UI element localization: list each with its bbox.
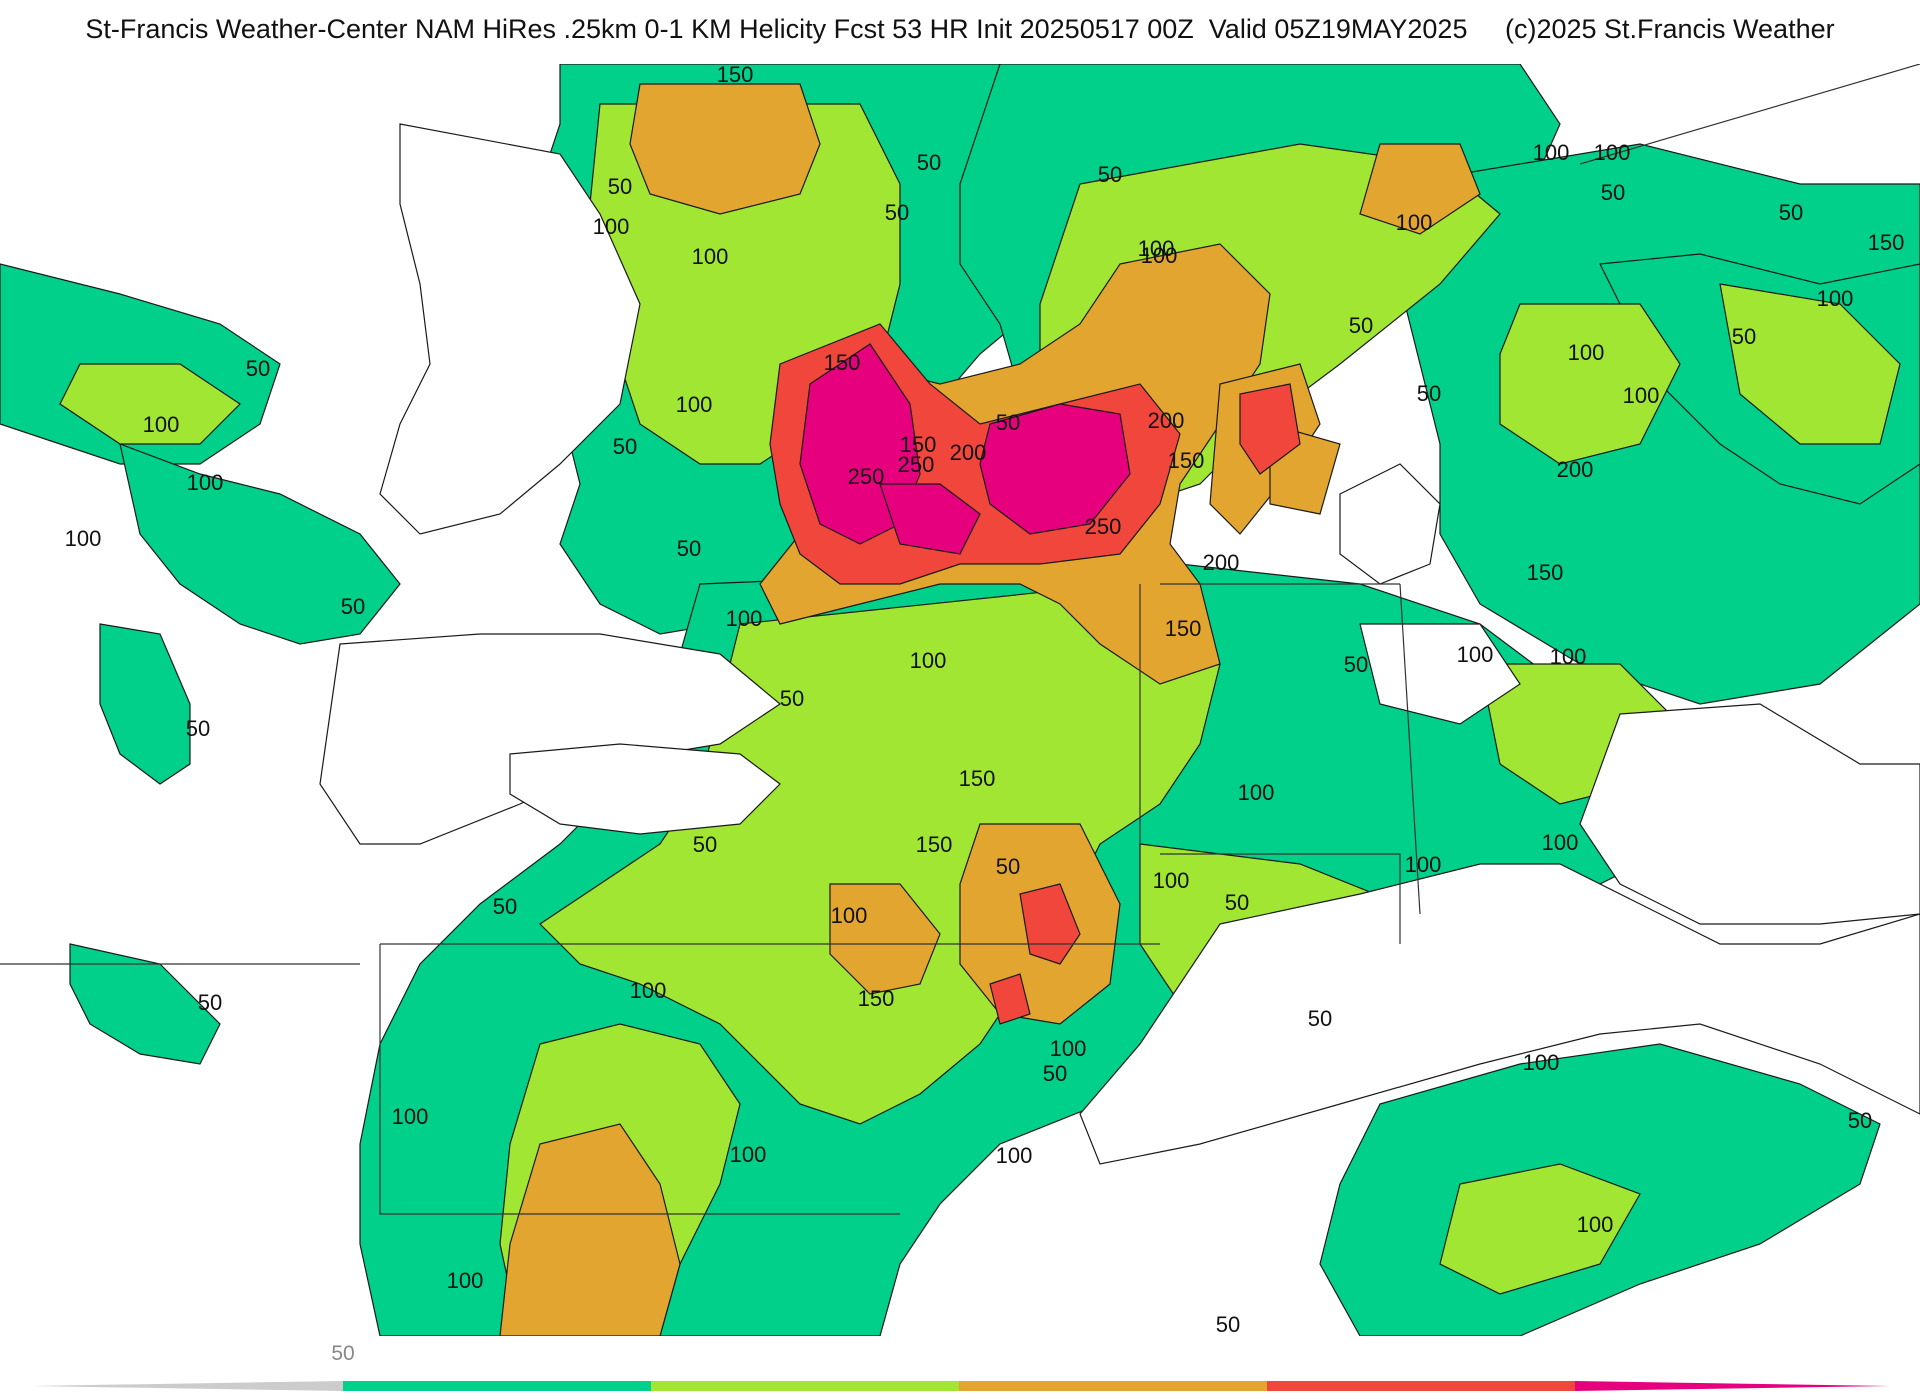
contour-label: 50: [780, 686, 804, 711]
contour-label: 100: [187, 470, 224, 495]
contour-label: 50: [1417, 381, 1441, 406]
legend-tick-label: 50: [331, 1342, 355, 1365]
helicity-map: 150 50 50 100 50 100 50 100 100 150 100 50 100 50 100 5…: [0, 64, 1920, 1336]
contour-label: 50: [1308, 1006, 1332, 1031]
contour-label: 50: [917, 150, 941, 175]
contour-label: 200: [1557, 457, 1594, 482]
contour-label: 100: [831, 903, 868, 928]
lake-huron: [379, 123, 641, 535]
contour-label: 50: [186, 716, 210, 741]
legend-bar: [30, 1381, 1890, 1391]
white-water-region: [1359, 623, 1521, 725]
contour-label: 100: [692, 244, 729, 269]
contour-label: 100: [996, 1143, 1033, 1168]
contour-label: 100: [1577, 1212, 1614, 1237]
contour-label: 100: [1542, 830, 1579, 855]
contour-label: 100: [726, 606, 763, 631]
map-canvas: 150 50 50 100 50 100 50 100 100 150 100 50 100 50 100 5…: [0, 64, 1920, 1336]
contour-label: 250: [898, 452, 935, 477]
contour-label: 150: [1527, 560, 1564, 585]
contour-label: 50: [1216, 1312, 1240, 1336]
contour-label: 250: [848, 464, 885, 489]
contour-label: 150: [1168, 448, 1205, 473]
contour-label: 150: [858, 986, 895, 1011]
contour-label: 100: [676, 392, 713, 417]
contour-label: 250: [1085, 514, 1122, 539]
contour-label: 100: [1138, 236, 1175, 261]
contour-label: 100: [630, 978, 667, 1003]
contour-label: 150: [959, 766, 996, 791]
contour-label: 100: [593, 214, 630, 239]
contour-labels: 150 50 50 100 50 100 50 100 100 150 100 50 100 50 100 5…: [65, 64, 1905, 1336]
contour-label: 100: [730, 1142, 767, 1167]
contour-label: 100: [143, 412, 180, 437]
contour-label: 200: [1203, 550, 1240, 575]
contour-label: 100: [1457, 642, 1494, 667]
legend-swatch-3: [959, 1381, 1267, 1391]
contour-label: 50: [246, 356, 270, 381]
lake-champlain-region: [1339, 463, 1441, 585]
legend-swatch-2: [651, 1381, 959, 1391]
contour-label: 100: [1533, 140, 1570, 165]
contour-label: 50: [885, 200, 909, 225]
contour-label: 100: [65, 526, 102, 551]
contour-label: 50: [1098, 162, 1122, 187]
contour-label: 100: [1153, 868, 1190, 893]
legend-swatch-1: [343, 1381, 651, 1391]
contour-label: 50: [198, 990, 222, 1015]
contour-label: 100: [1050, 1036, 1087, 1061]
contour-label: 100: [1623, 383, 1660, 408]
helicity-band-250: [799, 343, 1131, 555]
contour-label: 100: [910, 648, 947, 673]
page-title: St-Francis Weather-Center NAM HiRes .25k…: [85, 14, 1835, 44]
lake-ontario: [509, 743, 781, 835]
contour-label: 50: [996, 410, 1020, 435]
contour-label: 100: [1550, 644, 1587, 669]
contour-label: 50: [493, 894, 517, 919]
contour-label: 50: [1225, 890, 1249, 915]
state-borders: [0, 64, 1920, 1215]
contour-label: 50: [677, 536, 701, 561]
contour-label: 50: [1779, 200, 1803, 225]
contour-label: 150: [1165, 616, 1202, 641]
contour-label: 100: [1568, 340, 1605, 365]
contour-label: 150: [916, 832, 953, 857]
contour-label: 100: [1817, 286, 1854, 311]
contour-label: 100: [1405, 852, 1442, 877]
contour-label: 100: [1523, 1050, 1560, 1075]
contour-label: 100: [1594, 140, 1631, 165]
contour-label: 100: [1396, 210, 1433, 235]
legend-swatch-0: [30, 1381, 343, 1391]
contour-label: 200: [950, 440, 987, 465]
contour-label: 200: [1148, 408, 1185, 433]
contour-label: 150: [900, 432, 937, 457]
contour-label: 150: [824, 350, 861, 375]
legend-swatch-5: [1575, 1381, 1890, 1391]
contour-label: 50: [1344, 652, 1368, 677]
contour-label: 50: [341, 594, 365, 619]
contour-label: 50: [1601, 180, 1625, 205]
water-bodies: [319, 123, 1920, 1165]
contour-label: 100: [392, 1104, 429, 1129]
contour-label: 50: [613, 434, 637, 459]
contour-label: 50: [1732, 324, 1756, 349]
legend-swatch-4: [1267, 1381, 1575, 1391]
color-legend: 50: [0, 1340, 1920, 1400]
contour-label: 100: [1238, 780, 1275, 805]
contour-label: 150: [1868, 230, 1905, 255]
contour-label: 100: [447, 1268, 484, 1293]
contour-label: 50: [996, 854, 1020, 879]
contour-label: 50: [608, 174, 632, 199]
contour-label: 50: [1349, 313, 1373, 338]
contour-label: 100: [1141, 243, 1178, 268]
gulf-of-maine: [1579, 703, 1920, 925]
contour-label: 150: [717, 64, 754, 87]
contour-label: 50: [693, 832, 717, 857]
atlantic-ocean: [1079, 863, 1920, 1165]
contour-label: 50: [1043, 1061, 1067, 1086]
contour-label: 50: [1848, 1108, 1872, 1133]
